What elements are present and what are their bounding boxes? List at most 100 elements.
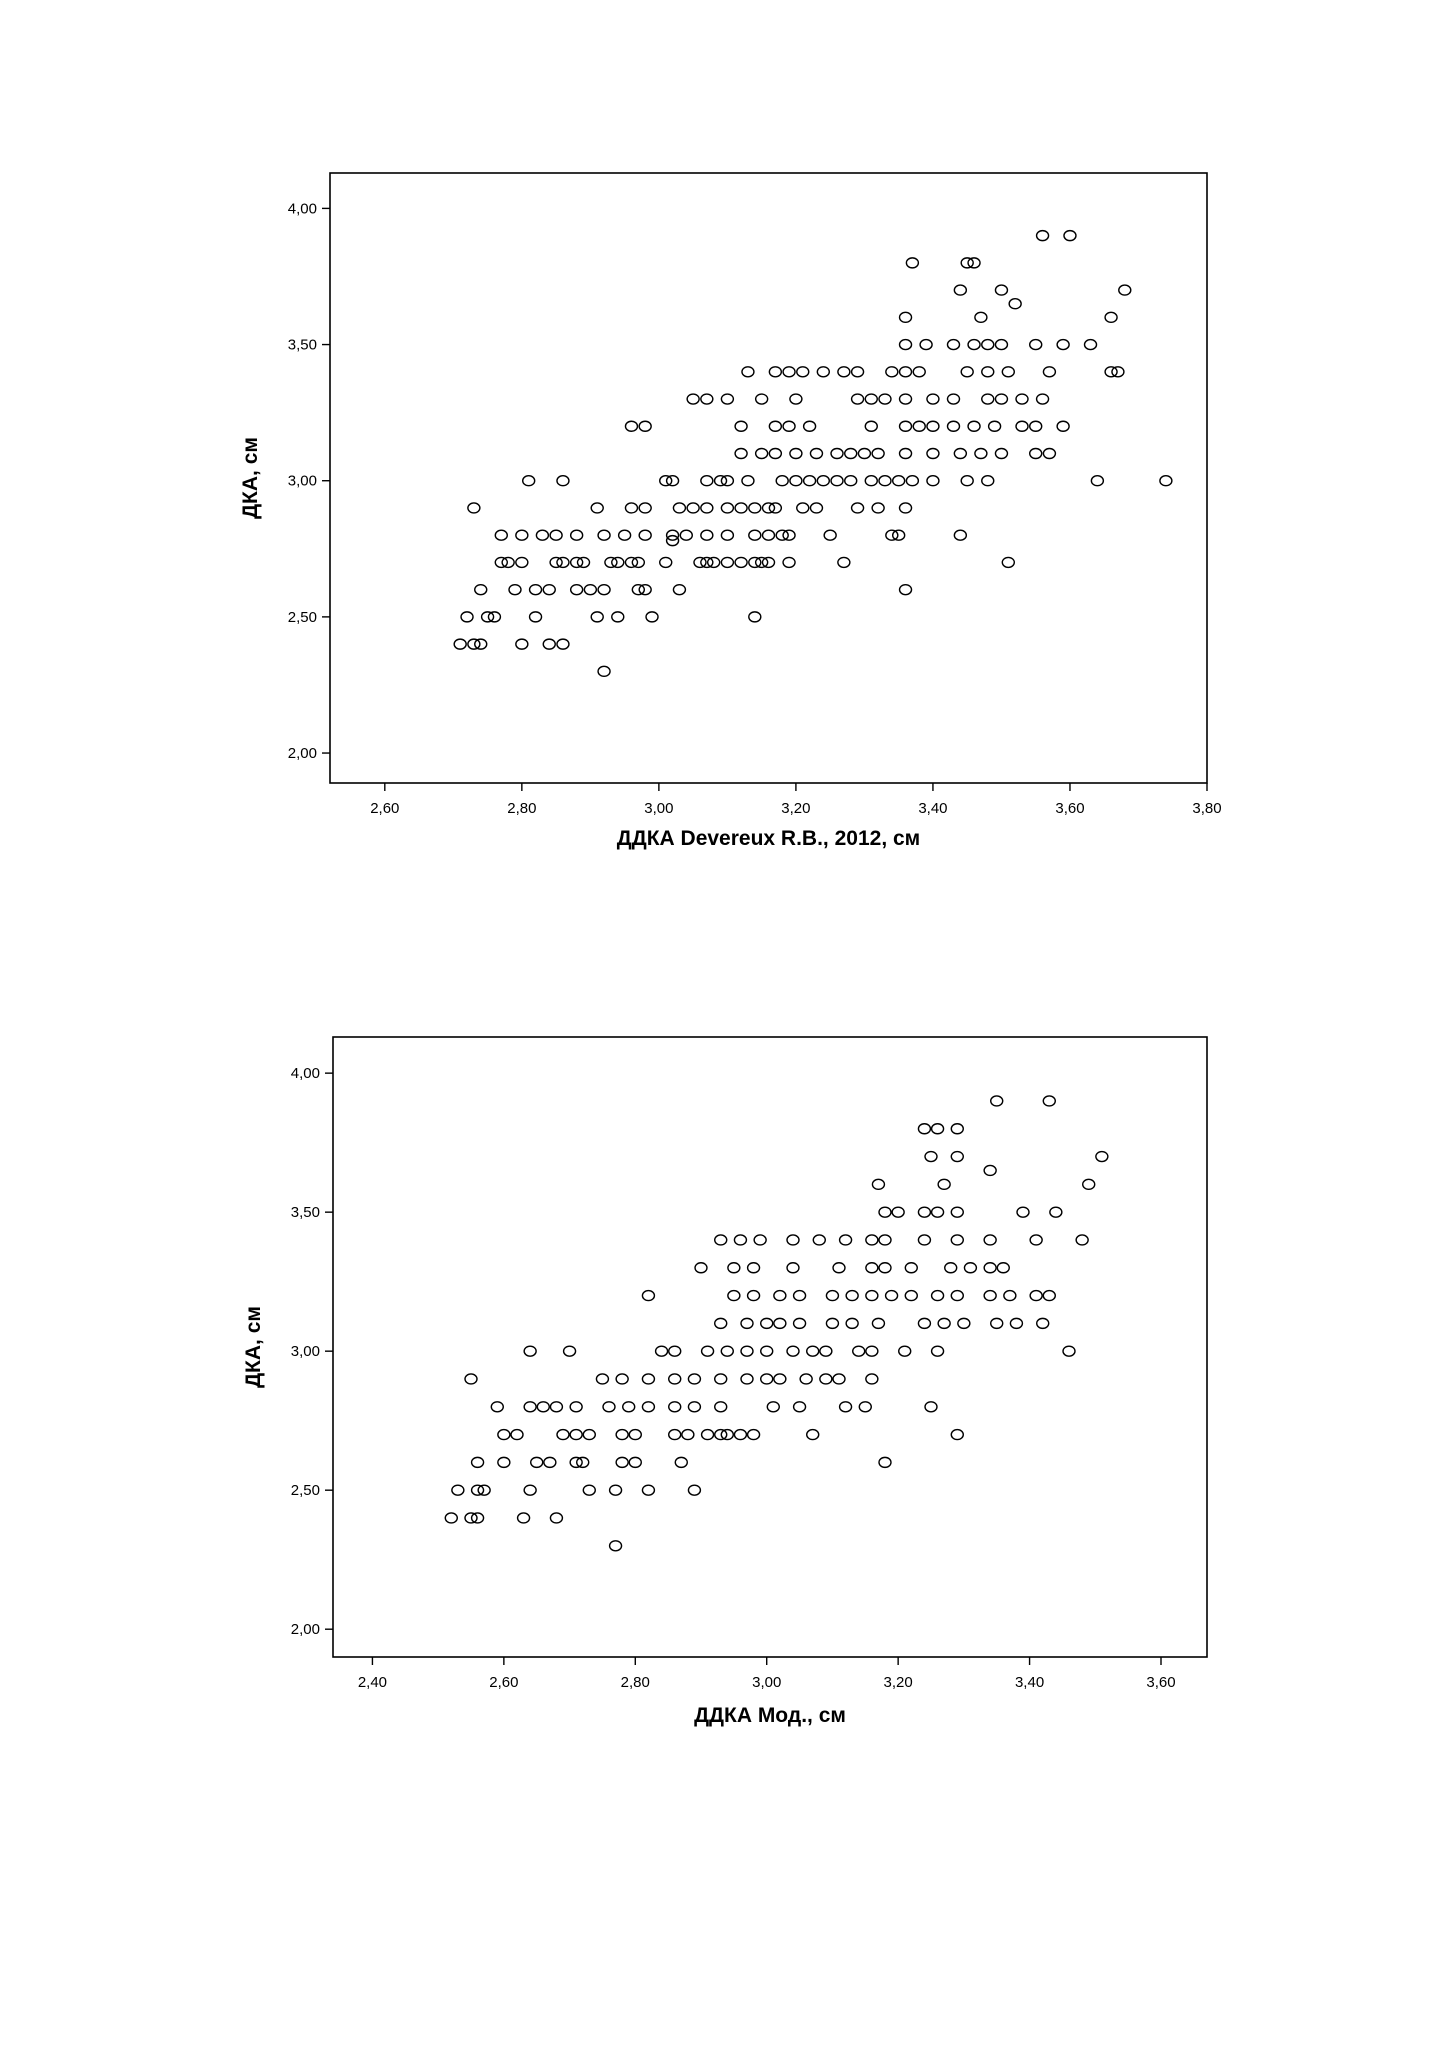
y-tick-label: 4,00 xyxy=(288,200,317,217)
data-point xyxy=(679,529,693,541)
data-point xyxy=(950,1428,964,1441)
data-point xyxy=(453,638,467,650)
data-point xyxy=(1042,366,1057,378)
data-point xyxy=(1029,1289,1043,1302)
y-tick-label: 3,50 xyxy=(288,337,317,354)
data-point xyxy=(590,611,604,623)
data-point xyxy=(773,1373,787,1385)
data-point xyxy=(617,529,632,541)
data-point xyxy=(515,638,529,650)
data-point xyxy=(917,1206,932,1218)
data-point xyxy=(878,393,892,405)
data-point xyxy=(768,502,783,514)
data-point xyxy=(994,447,1009,460)
data-point xyxy=(852,1345,866,1357)
data-point xyxy=(898,366,913,378)
data-point xyxy=(806,1345,820,1357)
data-point xyxy=(898,311,913,324)
data-point xyxy=(865,1234,879,1246)
data-point xyxy=(638,502,652,514)
data-point xyxy=(944,1262,958,1274)
x-tick-label: 2,80 xyxy=(507,800,536,817)
data-point xyxy=(926,475,940,487)
data-point xyxy=(878,1234,892,1246)
data-point xyxy=(946,338,961,351)
x-tick-label: 3,00 xyxy=(644,800,673,817)
data-point xyxy=(477,1484,491,1496)
data-point xyxy=(1056,420,1070,432)
data-point xyxy=(641,1484,656,1496)
data-point xyxy=(792,1317,807,1330)
data-point xyxy=(464,1373,478,1385)
data-point xyxy=(1159,475,1173,487)
data-point xyxy=(832,1373,846,1385)
data-point xyxy=(850,366,865,378)
data-point xyxy=(714,1401,728,1413)
data-point xyxy=(994,338,1009,351)
scatter-chart-2: 2,40 2,60 2,80 3,00 3,20 3,40 3,60 2,00 2,50 3,00… xyxy=(242,1036,1208,1727)
data-point xyxy=(950,1206,964,1218)
data-point xyxy=(782,556,796,569)
data-point xyxy=(497,1456,511,1469)
data-point xyxy=(694,1262,708,1274)
data-point xyxy=(789,447,803,460)
data-point xyxy=(857,447,872,460)
data-point xyxy=(930,1123,945,1135)
data-point xyxy=(720,1428,734,1441)
data-point xyxy=(865,1289,879,1302)
y-tick-label: 4,00 xyxy=(291,1065,320,1082)
data-point xyxy=(628,1428,642,1441)
data-point xyxy=(576,1456,590,1469)
data-point xyxy=(576,556,591,569)
data-point xyxy=(687,1401,702,1413)
data-point xyxy=(740,1373,754,1385)
data-point xyxy=(665,534,680,547)
data-point xyxy=(930,1345,945,1357)
data-point xyxy=(953,529,968,541)
data-point xyxy=(700,502,714,514)
data-point xyxy=(878,475,892,487)
data-point xyxy=(668,1401,682,1413)
data-point xyxy=(768,420,783,432)
data-point xyxy=(674,1456,688,1469)
data-point xyxy=(467,502,481,514)
data-point xyxy=(775,475,789,487)
data-point xyxy=(700,1345,715,1357)
data-point xyxy=(809,502,824,514)
data-point xyxy=(740,1345,754,1357)
data-point xyxy=(983,1262,997,1274)
data-point xyxy=(930,1206,945,1218)
data-point xyxy=(746,1289,761,1302)
data-point xyxy=(746,1428,761,1441)
data-point xyxy=(782,420,796,432)
data-point xyxy=(996,1262,1010,1274)
data-point xyxy=(891,529,906,541)
data-point xyxy=(1036,1317,1050,1330)
data-point xyxy=(898,447,913,460)
data-point xyxy=(641,1401,656,1413)
plot-frame xyxy=(332,1036,1208,1658)
data-point xyxy=(659,475,673,487)
data-point xyxy=(1001,366,1016,378)
data-point xyxy=(885,366,899,378)
data-point xyxy=(1008,298,1022,310)
data-point xyxy=(615,1428,629,1441)
data-point xyxy=(611,556,625,569)
data-point xyxy=(624,556,639,569)
data-point xyxy=(474,638,488,650)
data-point xyxy=(753,1234,767,1246)
data-point xyxy=(641,1289,656,1302)
data-point xyxy=(963,1262,978,1274)
data-point xyxy=(543,1456,557,1469)
data-point xyxy=(754,556,769,569)
data-point xyxy=(1042,1095,1056,1107)
data-point xyxy=(898,338,913,351)
data-point xyxy=(1056,338,1070,351)
data-point xyxy=(608,1484,623,1496)
data-point xyxy=(645,611,659,623)
data-point xyxy=(1015,420,1029,432)
data-point xyxy=(604,556,618,569)
data-point xyxy=(602,1401,616,1413)
data-point xyxy=(464,1512,478,1524)
